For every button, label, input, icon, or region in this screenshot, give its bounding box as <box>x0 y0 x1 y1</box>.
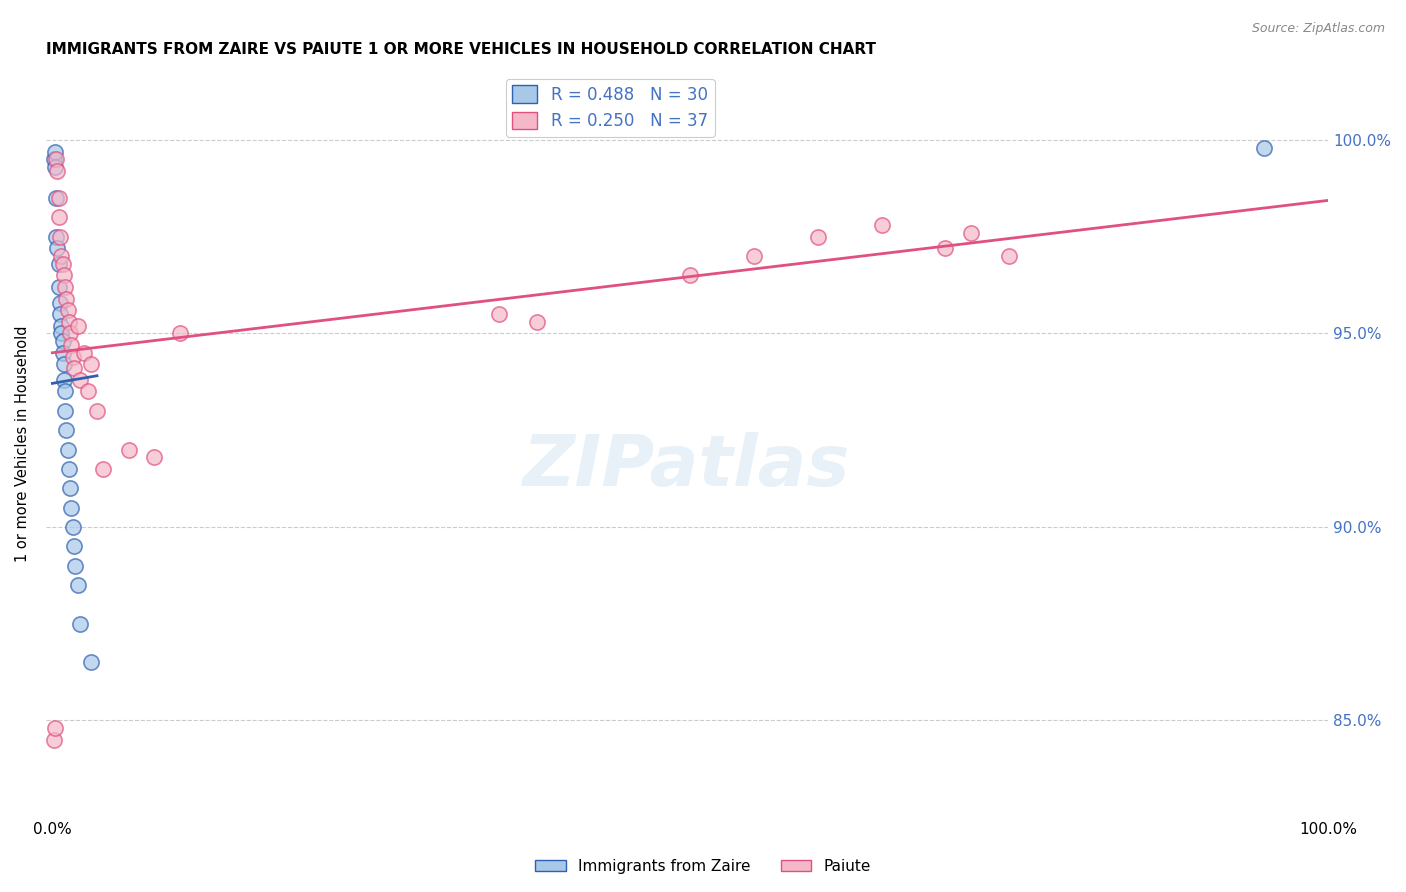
Point <box>44 721 66 735</box>
Point <box>998 249 1021 263</box>
Point <box>56 303 79 318</box>
Legend: Immigrants from Zaire, Paiute: Immigrants from Zaire, Paiute <box>529 853 877 880</box>
Legend: R = 0.488   N = 30, R = 0.250   N = 37: R = 0.488 N = 30, R = 0.250 N = 37 <box>506 78 714 136</box>
Point <box>48 280 70 294</box>
Point <box>62 520 84 534</box>
Point <box>53 404 76 418</box>
Point <box>63 539 86 553</box>
Point <box>49 229 72 244</box>
Point <box>679 268 702 283</box>
Point <box>51 257 73 271</box>
Point <box>79 655 101 669</box>
Point <box>934 241 956 255</box>
Point <box>69 373 91 387</box>
Point <box>742 249 765 263</box>
Point <box>55 423 77 437</box>
Point <box>62 350 84 364</box>
Point <box>60 338 83 352</box>
Point <box>48 211 70 225</box>
Point <box>59 326 82 341</box>
Point <box>56 442 79 457</box>
Point <box>45 191 67 205</box>
Point <box>48 191 70 205</box>
Text: ZIPatlas: ZIPatlas <box>523 432 851 500</box>
Point <box>526 315 548 329</box>
Point <box>63 361 86 376</box>
Point <box>66 318 89 333</box>
Point <box>52 358 75 372</box>
Point <box>46 164 69 178</box>
Point <box>66 578 89 592</box>
Point <box>93 462 115 476</box>
Point <box>60 500 83 515</box>
Point <box>55 292 77 306</box>
Point <box>49 295 72 310</box>
Point <box>118 442 141 457</box>
Point <box>65 558 87 573</box>
Point <box>53 280 76 294</box>
Point <box>58 315 80 329</box>
Point <box>169 326 191 341</box>
Point <box>42 153 65 167</box>
Text: IMMIGRANTS FROM ZAIRE VS PAIUTE 1 OR MORE VEHICLES IN HOUSEHOLD CORRELATION CHAR: IMMIGRANTS FROM ZAIRE VS PAIUTE 1 OR MOR… <box>46 42 876 57</box>
Point <box>46 241 69 255</box>
Point <box>807 229 830 244</box>
Point <box>960 226 983 240</box>
Point <box>58 462 80 476</box>
Point <box>73 346 96 360</box>
Point <box>53 384 76 399</box>
Point <box>52 268 75 283</box>
Text: Source: ZipAtlas.com: Source: ZipAtlas.com <box>1251 22 1385 36</box>
Point <box>45 229 67 244</box>
Point <box>77 384 100 399</box>
Point <box>52 373 75 387</box>
Y-axis label: 1 or more Vehicles in Household: 1 or more Vehicles in Household <box>15 326 30 562</box>
Point <box>59 481 82 495</box>
Point <box>51 334 73 349</box>
Point <box>49 307 72 321</box>
Point <box>42 732 65 747</box>
Point <box>1253 141 1275 155</box>
Point <box>44 160 66 174</box>
Point <box>51 346 73 360</box>
Point <box>51 326 73 341</box>
Point <box>69 616 91 631</box>
Point <box>488 307 510 321</box>
Point <box>86 404 108 418</box>
Point <box>48 257 70 271</box>
Point <box>45 153 67 167</box>
Point <box>51 318 73 333</box>
Point <box>870 218 893 232</box>
Point <box>143 450 166 465</box>
Point <box>44 145 66 159</box>
Point <box>79 358 101 372</box>
Point <box>51 249 73 263</box>
